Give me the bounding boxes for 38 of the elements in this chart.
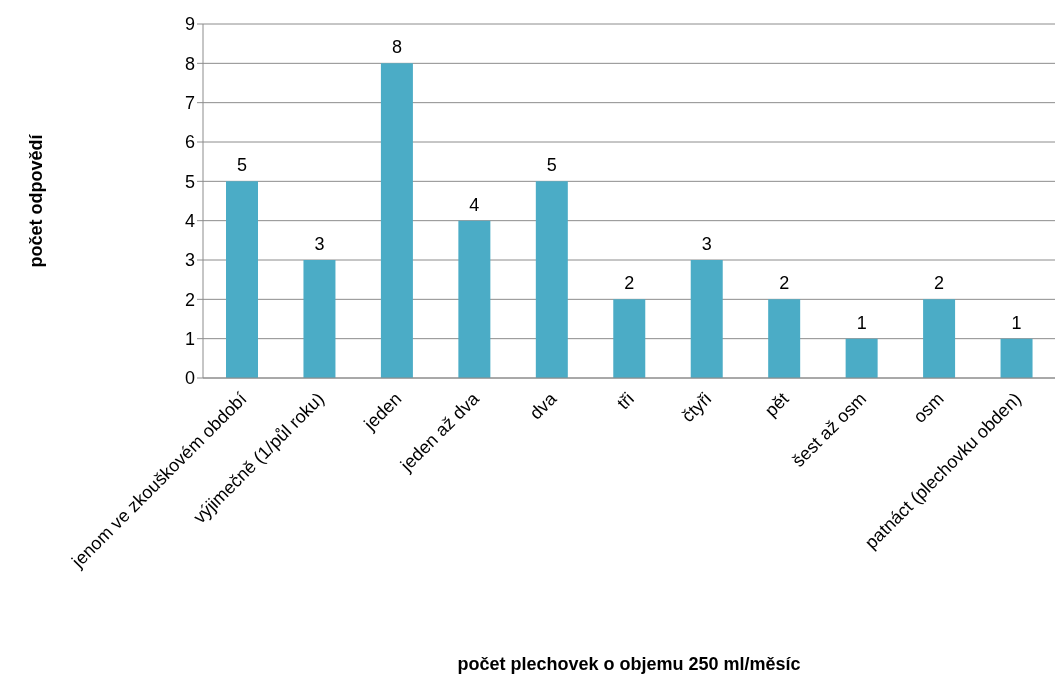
bar — [768, 299, 801, 378]
x-tick-label: pět — [760, 388, 793, 421]
data-label: 2 — [934, 273, 945, 294]
bar — [1000, 338, 1033, 378]
data-label: 4 — [469, 194, 480, 215]
data-label: 5 — [546, 155, 557, 176]
y-tick-label: 7 — [184, 93, 195, 114]
data-label: 1 — [1011, 312, 1022, 333]
x-tick-label: dva — [525, 387, 562, 424]
bar — [226, 181, 258, 378]
bar — [923, 299, 956, 378]
y-tick-label: 4 — [184, 211, 195, 232]
y-tick-label: 3 — [184, 250, 195, 271]
data-label: 5 — [236, 155, 248, 176]
y-tick-label: 1 — [184, 329, 195, 350]
data-label: 3 — [314, 234, 325, 254]
data-label: 2 — [779, 273, 790, 294]
bar — [535, 181, 568, 378]
bar — [613, 299, 646, 378]
data-label: 1 — [856, 312, 867, 333]
bar — [458, 220, 491, 378]
data-label: 3 — [701, 234, 712, 254]
bar — [690, 260, 723, 378]
x-axis-title: počet plechovek o objemu 250 ml/měsíc — [457, 654, 801, 674]
bar — [303, 260, 336, 378]
y-tick-label: 2 — [184, 289, 195, 310]
y-tick-label: 8 — [184, 53, 195, 74]
bar — [845, 338, 878, 378]
y-axis-title: počet odpovědí — [26, 133, 47, 268]
x-tick-label: osm — [909, 388, 948, 427]
y-tick-label: 6 — [184, 132, 195, 153]
data-label: 8 — [391, 37, 402, 58]
y-tick-label: 9 — [184, 14, 195, 35]
y-tick-label: 0 — [184, 368, 195, 389]
bar — [380, 63, 413, 378]
data-label: 2 — [624, 273, 635, 294]
y-tick-label: 5 — [184, 171, 195, 192]
x-tick-label: tři — [613, 388, 638, 414]
